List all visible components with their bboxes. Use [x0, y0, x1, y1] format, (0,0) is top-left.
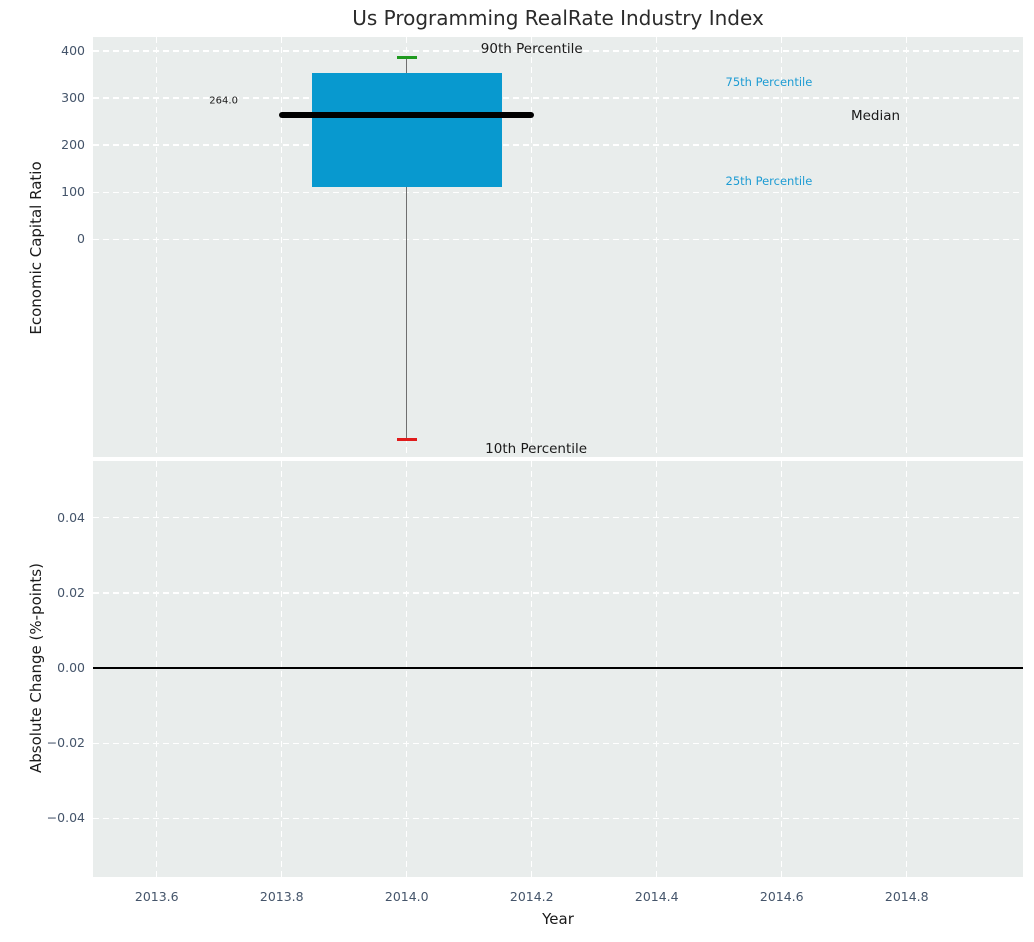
x-axis-label: Year	[542, 910, 574, 928]
grid-line-vertical	[656, 461, 658, 877]
grid-line-vertical	[281, 37, 283, 457]
grid-line-vertical	[406, 461, 408, 877]
y-tick-label: 0.00	[57, 660, 85, 676]
y-tick-label: 100	[61, 184, 85, 200]
x-tick-label: 2014.2	[509, 889, 554, 904]
grid-line-vertical	[781, 37, 783, 457]
annotation-75th-percentile: 75th Percentile	[725, 75, 813, 90]
y-tick-label: 400	[61, 43, 85, 59]
grid-line-horizontal	[93, 742, 1023, 744]
grid-line-vertical	[156, 37, 158, 457]
grid-line-horizontal	[93, 592, 1023, 594]
y-tick-label: 0.02	[57, 584, 85, 600]
annotation-median: Median	[850, 108, 901, 124]
grid-line-vertical	[781, 461, 783, 877]
whisker-cap-10th	[396, 437, 417, 441]
grid-line-vertical	[531, 461, 533, 877]
grid-line-horizontal	[93, 191, 1023, 193]
y-tick-label: −0.04	[46, 810, 85, 826]
x-tick-label: 2014.6	[759, 889, 804, 904]
whisker-lower	[406, 187, 408, 440]
grid-line-horizontal	[93, 517, 1023, 519]
y-tick-label: 200	[61, 137, 85, 153]
grid-line-horizontal	[93, 238, 1023, 240]
bottom-axes-background	[93, 461, 1023, 877]
x-tick-label: 2014.8	[884, 889, 929, 904]
y-tick-label: −0.02	[46, 735, 85, 751]
y-tick-label: 300	[61, 90, 85, 106]
grid-line-horizontal	[93, 50, 1023, 52]
x-tick-label: 2014.4	[634, 889, 679, 904]
grid-line-horizontal	[93, 97, 1023, 99]
zero-line	[93, 667, 1023, 669]
x-tick-label: 2013.6	[134, 889, 179, 904]
grid-line-horizontal	[93, 817, 1023, 820]
annotation-10th-percentile: 10th Percentile	[485, 441, 588, 457]
x-tick-label: 2013.8	[259, 889, 304, 904]
annotation-264-0: 264.0	[209, 95, 238, 107]
grid-line-vertical	[656, 37, 658, 457]
chart-title: Us Programming RealRate Industry Index	[352, 6, 764, 30]
whisker-upper	[406, 57, 408, 74]
annotation-25th-percentile: 25th Percentile	[725, 173, 813, 188]
whisker-cap-90th	[396, 56, 417, 60]
grid-line-vertical	[531, 37, 533, 457]
grid-line-vertical	[281, 461, 283, 877]
y-tick-label: 0	[77, 231, 85, 247]
grid-line-vertical	[156, 461, 158, 877]
y-tick-label: 0.04	[57, 509, 85, 525]
box-iqr	[311, 73, 502, 188]
median-line	[279, 111, 535, 119]
annotation-90th-percentile: 90th Percentile	[480, 40, 583, 57]
x-tick-label: 2014.0	[384, 889, 429, 904]
grid-line-vertical	[906, 37, 908, 457]
grid-line-horizontal	[93, 144, 1023, 146]
top-axes-background	[93, 37, 1023, 457]
grid-line-vertical	[906, 461, 908, 877]
